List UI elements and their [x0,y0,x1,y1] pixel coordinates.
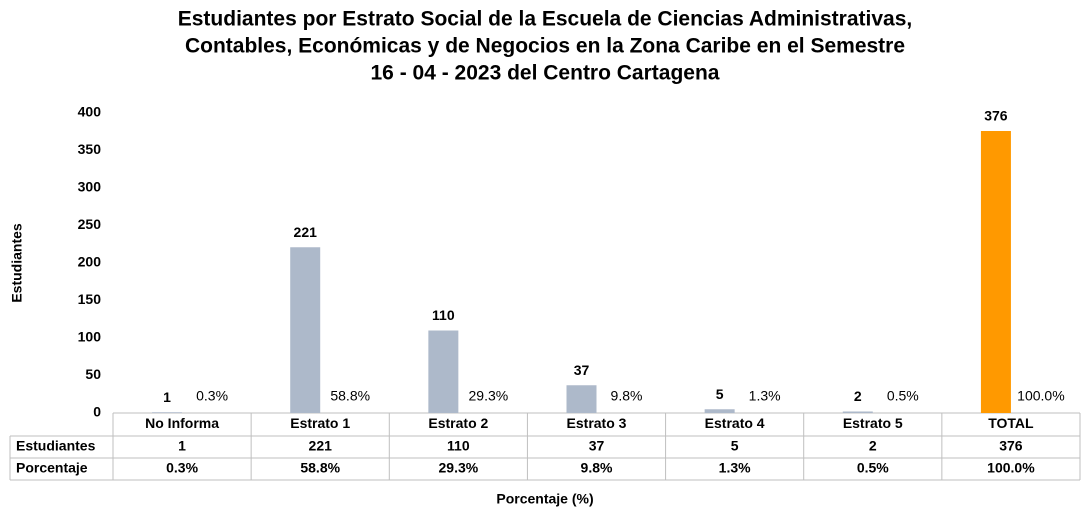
table-cell: 2 [869,438,877,454]
data-label: 1 [163,389,171,405]
x-tick-label: Estrato 5 [843,415,903,431]
table-cell: 58.8% [300,460,340,476]
data-label: 110 [432,307,455,323]
percent-label: 29.3% [469,388,509,404]
bar [152,412,183,413]
table-cell: 0.3% [166,460,198,476]
bar [290,247,321,413]
table-cell: 9.8% [581,460,613,476]
table-cell: 5 [731,438,739,454]
x-tick-label: Estrato 1 [290,415,350,431]
percent-label: 0.3% [196,388,228,404]
table-cell: 0.5% [857,460,889,476]
percent-label: 100.0% [1017,388,1064,404]
y-tick-label: 200 [78,254,102,270]
table-cell: 110 [447,438,470,454]
x-tick-label: TOTAL [988,415,1034,431]
x-tick-label: Estrato 3 [567,415,627,431]
y-tick-label: 400 [78,104,102,120]
percent-label: 9.8% [611,388,643,404]
x-axis-title: Porcentaje (%) [496,491,593,507]
table-cell: 1.3% [719,460,751,476]
bar [566,385,597,413]
y-tick-label: 350 [78,141,102,157]
percent-label: 0.5% [887,388,919,404]
table-row-label: Porcentaje [16,460,88,476]
percent-label: 58.8% [330,388,370,404]
bar [428,330,459,413]
bar [704,409,735,413]
chart-title: 16 - 04 - 2023 del Centro Cartagena [371,62,720,85]
percent-label: 1.3% [749,388,781,404]
table-row-label: Estudiantes [16,438,96,454]
y-tick-label: 50 [85,366,101,382]
y-tick-label: 250 [78,216,102,232]
data-label: 376 [984,108,1008,124]
bar [842,411,873,413]
y-axis-title: Estudiantes [9,223,25,303]
table-cell: 100.0% [987,460,1035,476]
data-label: 221 [294,224,318,240]
bar [980,131,1011,413]
x-tick-label: Estrato 4 [705,415,765,431]
x-tick-label: No Informa [145,415,219,431]
data-label: 2 [854,388,862,404]
chart-title: Contables, Económicas y de Negocios en l… [185,35,905,58]
y-tick-label: 100 [78,329,102,345]
x-tick-label: Estrato 2 [428,415,488,431]
chart-title: Estudiantes por Estrato Social de la Esc… [178,8,912,31]
y-tick-label: 0 [93,404,101,420]
y-tick-label: 150 [78,291,102,307]
data-label: 37 [574,362,590,378]
table-cell: 221 [309,438,333,454]
data-label: 5 [716,386,724,402]
table-cell: 29.3% [439,460,479,476]
table-cell: 1 [178,438,186,454]
table-cell: 37 [589,438,605,454]
y-tick-label: 300 [78,179,102,195]
table-cell: 376 [999,438,1023,454]
